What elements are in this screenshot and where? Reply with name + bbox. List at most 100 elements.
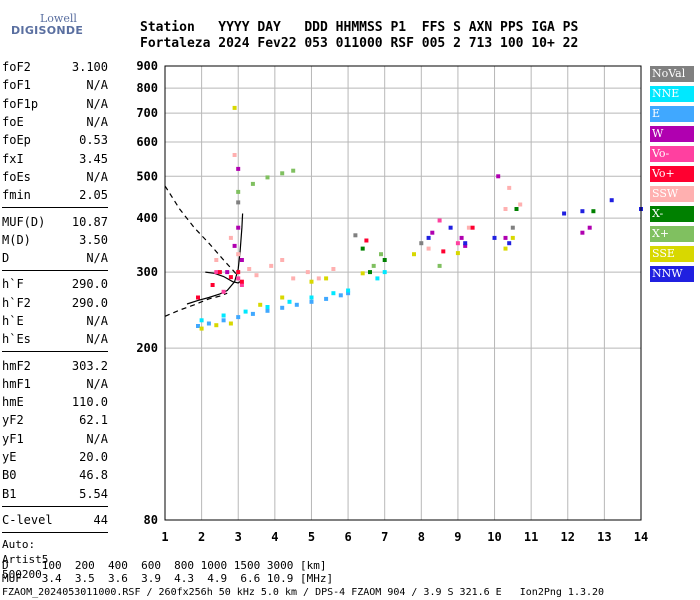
param-value: N/A (86, 431, 108, 446)
echo-point-ssw (269, 263, 274, 268)
legend-item-vo: Vo- (650, 146, 694, 162)
param-row-h-es: h`Es N/A (2, 330, 108, 348)
param-value: 3.100 (71, 60, 108, 75)
param-row-h-e: h`E N/A (2, 312, 108, 330)
y-tick-label: 200 (136, 341, 158, 355)
x-tick-label: 10 (487, 530, 501, 544)
echo-point-ssw (254, 273, 259, 278)
echo-point-x (265, 175, 270, 180)
solid-trace-curve (186, 213, 244, 305)
param-name: fxI (2, 151, 24, 166)
param-name: foF2 (2, 60, 31, 75)
echo-point-ssw (507, 185, 512, 190)
param-row-b1: B1 5.54 (2, 485, 108, 503)
echo-point-vo (210, 283, 215, 287)
param-name: h`F2 (2, 295, 31, 310)
echo-point-w (236, 225, 241, 230)
echo-point-nnw (580, 209, 585, 214)
y-tick-label: 900 (136, 59, 158, 73)
echo-point-ssw (214, 258, 219, 262)
param-name: D (2, 251, 10, 266)
x-tick-label: 4 (271, 530, 278, 544)
param-group-3: h`F 290.0 h`F2 290.0 h`E N/A h`Es N/A (2, 275, 108, 348)
legend-item-ssw: SSW (650, 186, 694, 202)
echo-point-noval (510, 225, 515, 230)
echo-point-w (232, 243, 237, 248)
param-name: foE (2, 115, 24, 130)
x-tick-label: 7 (381, 530, 388, 544)
echo-point-e (309, 299, 314, 304)
param-row-h-f2: h`F2 290.0 (2, 294, 108, 312)
echo-point-e (265, 308, 270, 313)
echo-point-x (514, 207, 519, 211)
echo-point-e (196, 324, 200, 328)
y-tick-label: 400 (136, 211, 158, 225)
divider (2, 505, 108, 507)
param-value: 290.0 (71, 295, 108, 310)
param-row-fof1p: foF1p N/A (2, 95, 108, 113)
param-name: fmin (2, 188, 31, 203)
param-value: 3.45 (79, 151, 108, 166)
x-tick-label: 13 (597, 530, 611, 544)
echo-point-w (430, 230, 435, 235)
legend-item-vo: Vo+ (650, 166, 694, 182)
dashed-trace-curve (164, 185, 239, 278)
echo-point-ssw (503, 207, 508, 211)
x-tick-label: 14 (634, 530, 648, 544)
param-name: hmF1 (2, 376, 31, 391)
param-row-foep: foEp 0.53 (2, 131, 108, 149)
y-tick-label: 500 (136, 169, 158, 183)
echo-point-ssw (236, 252, 241, 257)
echo-point-nnw (609, 198, 614, 203)
legend-item-nne: NNE (650, 86, 694, 102)
echo-point-e (206, 321, 211, 326)
echo-point-nnw (426, 235, 431, 240)
echo-point-w (587, 225, 592, 230)
echo-point-x (379, 252, 383, 257)
param-name: foF1 (2, 78, 31, 93)
divider (2, 207, 108, 209)
echo-point-vo (239, 283, 244, 287)
echo-point-e (324, 296, 329, 301)
echo-point-ssw (291, 276, 296, 281)
y-tick-label: 600 (136, 135, 158, 149)
artist-code: 500200 (2, 568, 42, 582)
echo-point-sse (309, 279, 314, 284)
legend: NoVal NNE E W Vo- Vo+ SSW X- X+ SSE NNW (650, 66, 694, 286)
echo-point-nne (265, 305, 270, 309)
echo-point-sse (228, 321, 233, 326)
x-tick-label: 3 (235, 530, 242, 544)
logo-digisonde: DIGISONDE (11, 24, 84, 37)
x-tick-label: 11 (524, 530, 538, 544)
artist-label: Artist5 (2, 553, 49, 567)
echo-point-w (236, 166, 241, 171)
echo-point-sse (510, 235, 515, 240)
param-name: foEp (2, 133, 31, 148)
param-value: 0.53 (79, 133, 108, 148)
param-row-h-f: h`F 290.0 (2, 275, 108, 293)
param-row-foe: foE N/A (2, 113, 108, 131)
echo-point-vo (236, 276, 241, 281)
x-tick-label: 6 (344, 530, 351, 544)
param-value: N/A (86, 169, 108, 184)
echo-point-vo (441, 249, 446, 254)
logo-lowell: Lowell (40, 12, 77, 25)
param-value: 46.8 (79, 468, 108, 483)
param-row-yf2: yF2 62.1 (2, 411, 108, 429)
echo-point-e (294, 302, 299, 307)
echo-point-e (280, 305, 285, 310)
y-tick-label: 800 (136, 81, 158, 95)
echo-point-nne (331, 291, 336, 296)
echo-point-ssw (228, 235, 233, 240)
header-values: Fortaleza 2024 Fev22 053 011000 RSF 005 … (140, 36, 579, 51)
echo-point-x (371, 263, 376, 268)
echo-point-noval (353, 233, 358, 238)
echo-point-noval (236, 200, 241, 205)
x-tick-label: 5 (308, 530, 315, 544)
echo-point-ssw (280, 258, 285, 262)
divider (2, 351, 108, 353)
header-labels: Station YYYY DAY DDD HHMMSS P1 FFS S AXN… (140, 20, 579, 35)
param-value: N/A (86, 78, 108, 93)
x-tick-label: 1 (161, 530, 168, 544)
echo-point-nne (287, 299, 292, 304)
